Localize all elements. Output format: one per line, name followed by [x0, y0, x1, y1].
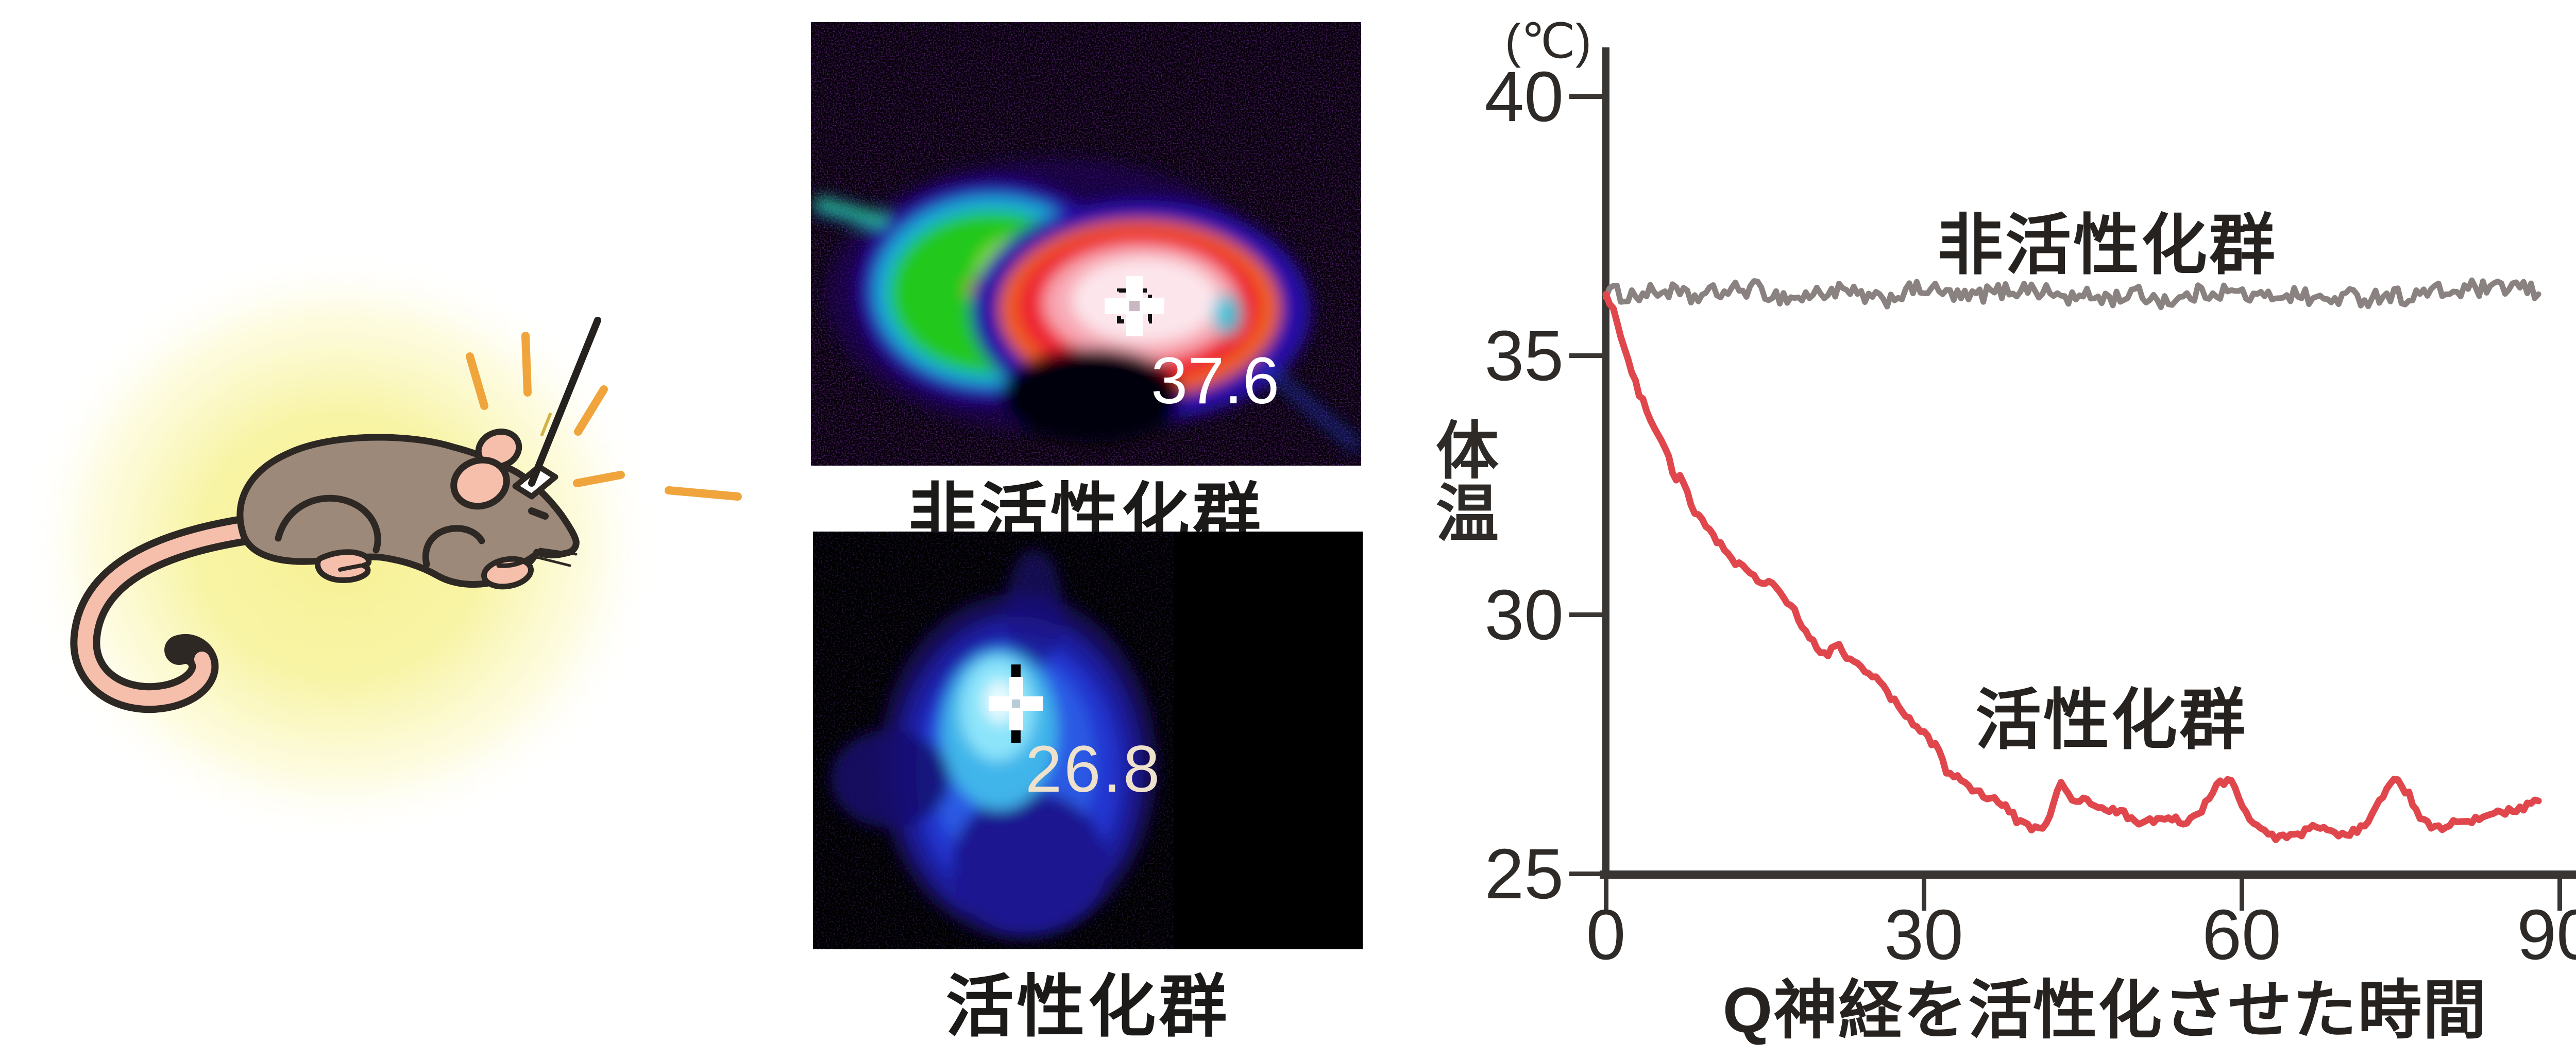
series-line-inactive — [1603, 277, 2541, 310]
mouse-eye — [528, 507, 549, 520]
thermal-image-active: 26.8 — [813, 532, 1363, 949]
mouse-ear-front — [450, 456, 510, 510]
crosshair-marker-hot — [1105, 276, 1164, 336]
thermal-mouse-blob-cold — [831, 550, 1157, 938]
mouse-hind-foot — [315, 549, 372, 583]
hind-foot-toe-line — [338, 563, 363, 572]
mouse-mouth-line — [496, 550, 539, 568]
x-axis-line — [1600, 870, 2576, 879]
mouse-foreleg-line — [422, 525, 485, 568]
y-tick-label-35: 35 — [1485, 316, 1564, 396]
mouse-haunch-line — [275, 494, 381, 554]
mouse-tail — [70, 516, 257, 713]
series-label-active: 活性化群 — [1975, 684, 2247, 757]
x-tick-label-90: 90 — [2517, 895, 2576, 975]
x-tick-marks — [1604, 879, 2562, 911]
y-tick-label-25: 25 — [1485, 834, 1564, 914]
svg-text:温: 温 — [1436, 479, 1499, 549]
y-tick-label-30: 30 — [1485, 575, 1564, 655]
y-axis-line — [1602, 47, 1609, 878]
x-tick-label-60: 60 — [2202, 895, 2281, 975]
thermal-image-inactive: 37.6 — [811, 22, 1361, 466]
y-axis-title: 体 温 — [1436, 416, 1499, 549]
optic-fiber — [528, 317, 601, 487]
mouse-illustration — [21, 250, 742, 842]
thermal-reading-inactive: 37.6 — [1151, 344, 1279, 418]
y-tick-marks — [1569, 94, 1603, 876]
x-axis-title: Q神経を活性化させた時間 — [1723, 975, 2487, 1046]
thermal-label-active: 活性化群 — [945, 969, 1230, 1045]
y-unit-label: (℃) — [1505, 14, 1591, 68]
mouse-whiskers — [535, 548, 578, 567]
fiber-highlight — [540, 413, 552, 436]
x-tick-label-30: 30 — [1884, 895, 1963, 975]
light-rays — [466, 332, 742, 501]
svg-text:体: 体 — [1436, 416, 1499, 486]
series-label-inactive: 非活性化群 — [1937, 209, 2277, 282]
y-tick-label-40: 40 — [1485, 57, 1564, 136]
temperature-chart: (℃) 40 35 30 25 体 温 0 30 60 90 (分) 非活性化群… — [1436, 14, 2576, 1046]
x-tick-label-0: 0 — [1586, 895, 1626, 975]
mouse-front-paw — [481, 556, 534, 590]
series-line-active — [1602, 291, 2542, 843]
crosshair-marker-cold — [989, 664, 1043, 743]
thermal-reading-active: 26.8 — [1025, 732, 1162, 806]
